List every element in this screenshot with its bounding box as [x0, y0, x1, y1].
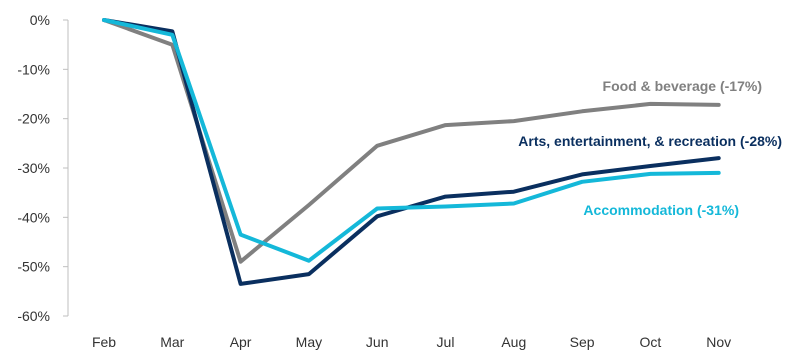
- series-lines: [102, 18, 721, 286]
- x-axis: Feb Mar Apr May Jun Jul Aug Sep Oct Nov: [92, 334, 731, 350]
- x-tick-label: Mar: [160, 334, 184, 350]
- series-label-accommodation: Accommodation (-31%): [583, 202, 739, 218]
- x-tick-label: Nov: [706, 334, 731, 350]
- x-tick-label: Feb: [92, 334, 116, 350]
- series-labels: Food & beverage (-17%) Arts, entertainmen…: [518, 78, 782, 218]
- y-axis: 0% -10% -20% -30% -40% -50% -60%: [17, 12, 69, 324]
- y-tick-label: -50%: [17, 259, 50, 275]
- y-tick-label: 0%: [30, 12, 50, 28]
- x-tick-label: May: [296, 334, 322, 350]
- y-tick-label: -10%: [17, 61, 50, 77]
- x-tick-label: Apr: [230, 334, 252, 350]
- series-line-arts-entertainment: [102, 18, 721, 286]
- series-label-arts-entertainment: Arts, entertainment, & recreation (-28%): [518, 133, 782, 149]
- y-tick-label: -20%: [17, 111, 50, 127]
- y-tick-label: -30%: [17, 160, 50, 176]
- x-tick-label: Aug: [501, 334, 526, 350]
- series-line-accommodation: [102, 18, 721, 263]
- series-label-food-beverage: Food & beverage (-17%): [603, 78, 762, 94]
- y-tick-label: -40%: [17, 209, 50, 225]
- x-tick-label: Jun: [366, 334, 389, 350]
- x-tick-label: Oct: [640, 334, 662, 350]
- y-tick-label: -60%: [17, 308, 50, 324]
- x-tick-label: Jul: [437, 334, 455, 350]
- x-tick-label: Sep: [570, 334, 595, 350]
